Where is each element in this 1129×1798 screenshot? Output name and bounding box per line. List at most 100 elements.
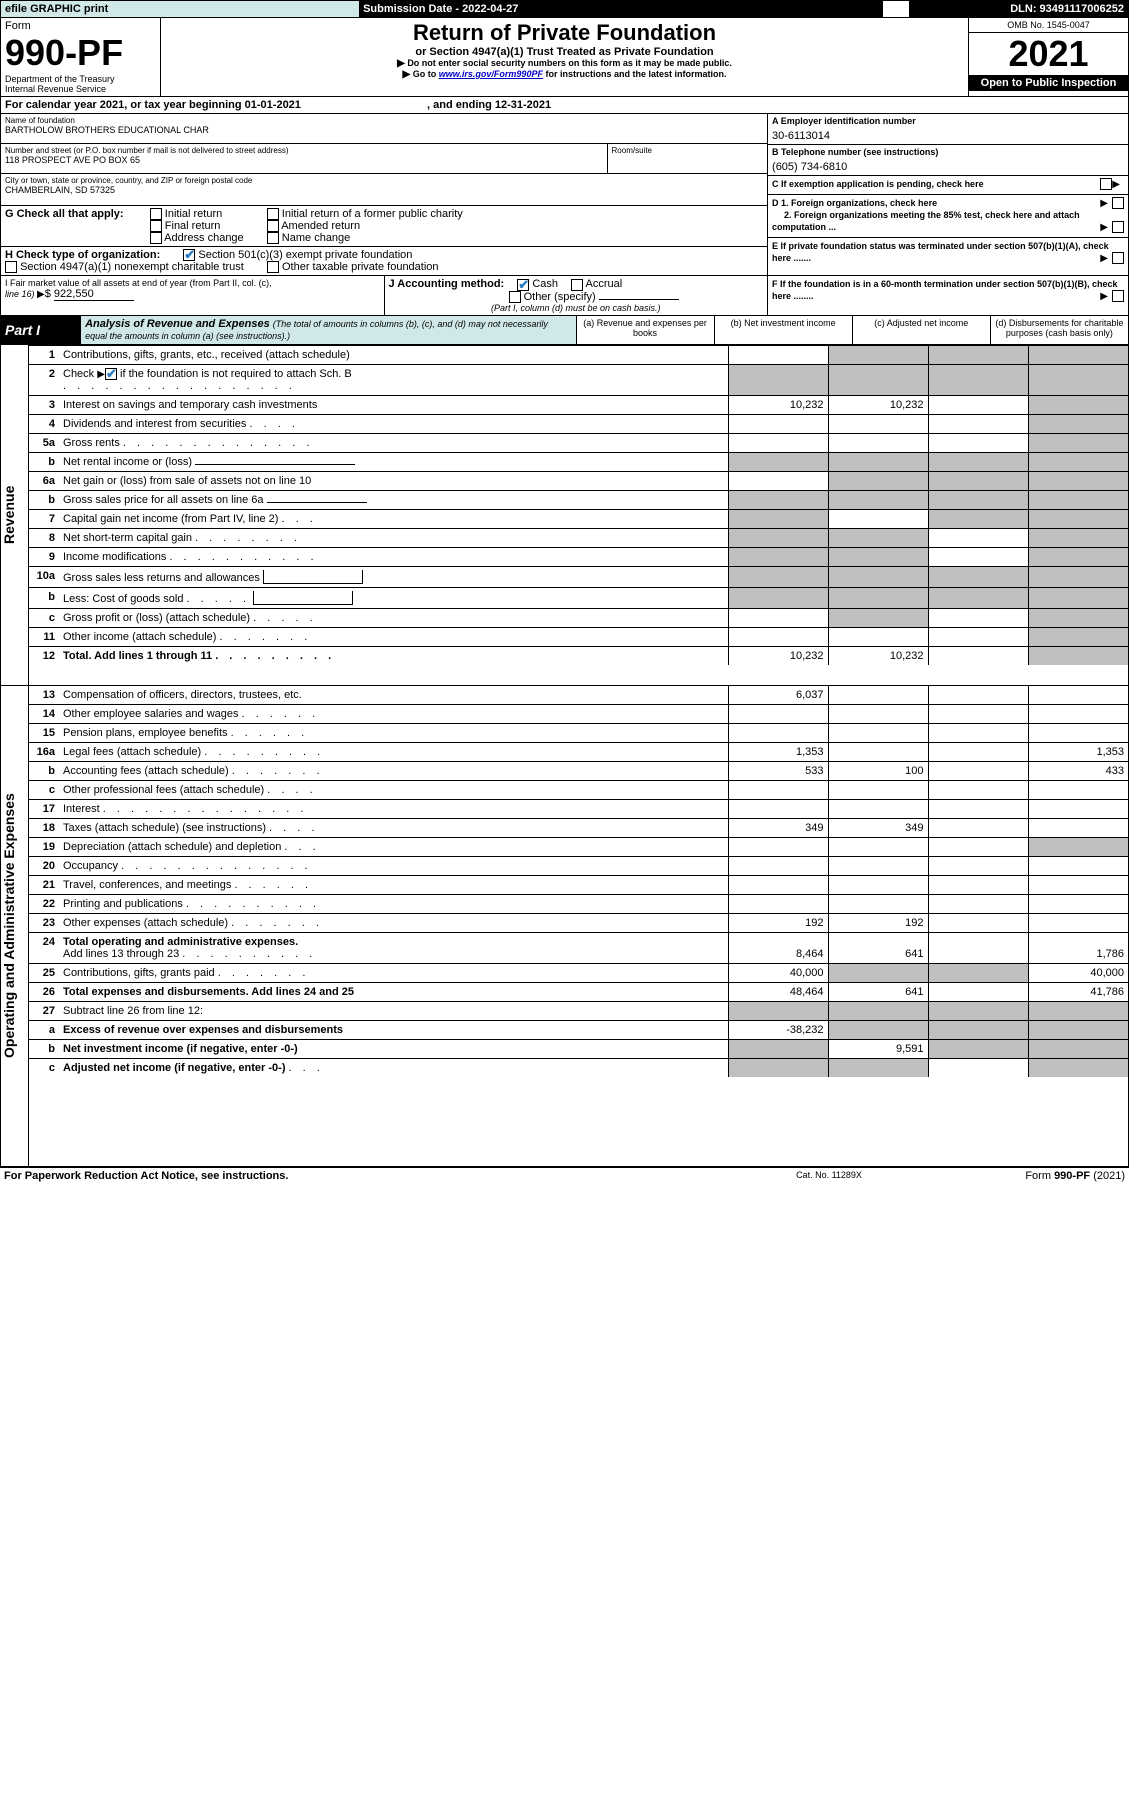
line-23: Other expenses (attach schedule) . . . .… [59, 914, 728, 933]
line-15: Pension plans, employee benefits . . . .… [59, 724, 728, 743]
amended-return-checkbox[interactable] [267, 220, 279, 232]
col-c: (c) Adjusted net income [852, 316, 990, 345]
line-10a: Gross sales less returns and allowances [59, 566, 728, 587]
b-tel-label: B Telephone number (see instructions) [772, 147, 1124, 157]
j-note: (Part I, column (d) must be on cash basi… [389, 303, 764, 313]
other-taxable-checkbox[interactable] [267, 261, 279, 273]
instr-2-pre: Go to [413, 69, 439, 79]
col-b: (b) Net investment income [714, 316, 852, 345]
line-8: Net short-term capital gain . . . . . . … [59, 528, 728, 547]
revenue-label: Revenue [1, 345, 17, 685]
g-opt-0: Initial return [165, 208, 222, 220]
line-6a: Net gain or (loss) from sale of assets n… [59, 471, 728, 490]
line-26: Total expenses and disbursements. Add li… [59, 983, 728, 1002]
name-label: Name of foundation [5, 116, 763, 125]
footer-right: Form 990-PF (2021) [1025, 1170, 1125, 1182]
e-checkbox[interactable] [1112, 252, 1124, 264]
ops-expenses-label: Operating and Administrative Expenses [1, 686, 17, 1166]
h-opt-2: Section 4947(a)(1) nonexempt charitable … [20, 261, 244, 273]
ein: 30-6113014 [772, 130, 1124, 142]
h-opt-1: Section 501(c)(3) exempt private foundat… [198, 249, 412, 261]
form-label: Form [5, 20, 156, 32]
line-9: Income modifications . . . . . . . . . .… [59, 547, 728, 566]
city-label: City or town, state or province, country… [5, 176, 763, 185]
4947-checkbox[interactable] [5, 261, 17, 273]
accrual-checkbox[interactable] [571, 279, 583, 291]
expenses-table: 13Compensation of officers, directors, t… [29, 685, 1128, 1077]
line-27a: Excess of revenue over expenses and disb… [59, 1021, 728, 1040]
final-return-checkbox[interactable] [150, 220, 162, 232]
line-14: Other employee salaries and wages . . . … [59, 705, 728, 724]
dept-treasury: Department of the Treasury [5, 74, 156, 84]
form-header: Form 990-PF Department of the Treasury I… [0, 18, 1129, 97]
d2-checkbox[interactable] [1112, 221, 1124, 233]
line-24: Total operating and administrative expen… [59, 933, 728, 964]
h-label: H Check type of organization: [5, 249, 160, 261]
form-number: 990-PF [5, 32, 156, 74]
a-ein-label: A Employer identification number [772, 116, 1124, 126]
line-22: Printing and publications . . . . . . . … [59, 895, 728, 914]
initial-return-checkbox[interactable] [150, 208, 162, 220]
initial-public-checkbox[interactable] [267, 208, 279, 220]
g-label: G Check all that apply: [5, 208, 124, 220]
line-2: Check if the foundation is not required … [59, 364, 728, 395]
line-16a: Legal fees (attach schedule) . . . . . .… [59, 743, 728, 762]
line-1: Contributions, gifts, grants, etc., rece… [59, 345, 728, 364]
schB-checkbox[interactable] [105, 368, 117, 380]
line-3: Interest on savings and temporary cash i… [59, 395, 728, 414]
c-checkbox[interactable] [1100, 178, 1112, 190]
j-accrual: Accrual [586, 278, 623, 290]
line-17: Interest . . . . . . . . . . . . . . . [59, 800, 728, 819]
form990pf-link[interactable]: www.irs.gov/Form990PF [439, 69, 543, 79]
line-12: Total. Add lines 1 through 11 . . . . . … [59, 646, 728, 665]
submission-date: Submission Date - 2022-04-27 [359, 1, 883, 18]
name-change-checkbox[interactable] [267, 232, 279, 244]
d1-label: D 1. Foreign organizations, check here [772, 198, 937, 208]
j-label: J Accounting method: [389, 278, 505, 290]
line-18: Taxes (attach schedule) (see instruction… [59, 819, 728, 838]
instr-2-post: for instructions and the latest informat… [543, 69, 727, 79]
g-opt-2: Address change [164, 232, 244, 244]
tax-year: 2021 [969, 33, 1128, 75]
line-25: Contributions, gifts, grants paid . . . … [59, 964, 728, 983]
j-other: Other (specify) [524, 291, 596, 303]
form-subtitle: or Section 4947(a)(1) Trust Treated as P… [165, 46, 964, 58]
line-16c: Other professional fees (attach schedule… [59, 781, 728, 800]
line-7: Capital gain net income (from Part IV, l… [59, 509, 728, 528]
line-10b: Less: Cost of goods sold . . . . . [59, 587, 728, 608]
e-label: E If private foundation status was termi… [772, 241, 1109, 263]
i-line16: line 16) [5, 289, 37, 299]
footer-left: For Paperwork Reduction Act Notice, see … [0, 1167, 729, 1184]
top-bar: efile GRAPHIC print Submission Date - 20… [0, 0, 1129, 18]
addr: 118 PROSPECT AVE PO BOX 65 [5, 155, 603, 165]
d2-label: 2. Foreign organizations meeting the 85%… [772, 210, 1080, 232]
g-opt-1: Final return [165, 220, 221, 232]
address-change-checkbox[interactable] [150, 232, 162, 244]
other-method-checkbox[interactable] [509, 291, 521, 303]
line-27b: Net investment income (if negative, ente… [59, 1040, 728, 1059]
col-d: (d) Disbursements for charitable purpose… [990, 316, 1128, 345]
efile-button[interactable]: efile GRAPHIC print [1, 1, 360, 18]
g-opt-3: Initial return of a former public charit… [282, 208, 463, 220]
line-10c: Gross profit or (loss) (attach schedule)… [59, 608, 728, 627]
i-amount: 922,550 [54, 288, 134, 301]
footer-mid: Cat. No. 11289X [729, 1167, 929, 1184]
form-title: Return of Private Foundation [165, 20, 964, 46]
dln: DLN: 93491117006252 [909, 1, 1129, 18]
line-11: Other income (attach schedule) . . . . .… [59, 627, 728, 646]
foundation-name: BARTHOLOW BROTHERS EDUCATIONAL CHAR [5, 125, 763, 135]
line-16b: Accounting fees (attach schedule) . . . … [59, 762, 728, 781]
room-label: Room/suite [612, 146, 764, 155]
cal-year-ending: , and ending 12-31-2021 [427, 99, 551, 111]
cash-checkbox[interactable] [517, 279, 529, 291]
f-checkbox[interactable] [1112, 290, 1124, 302]
j-cash: Cash [532, 278, 558, 290]
g-opt-4: Amended return [281, 220, 360, 232]
501c3-checkbox[interactable] [183, 249, 195, 261]
f-label: F If the foundation is in a 60-month ter… [772, 279, 1118, 301]
h-opt-3: Other taxable private foundation [282, 261, 439, 273]
d1-checkbox[interactable] [1112, 197, 1124, 209]
part1-heading: Analysis of Revenue and Expenses [85, 318, 270, 330]
line-5b: Net rental income or (loss) [59, 452, 728, 471]
line-6b: Gross sales price for all assets on line… [59, 490, 728, 509]
